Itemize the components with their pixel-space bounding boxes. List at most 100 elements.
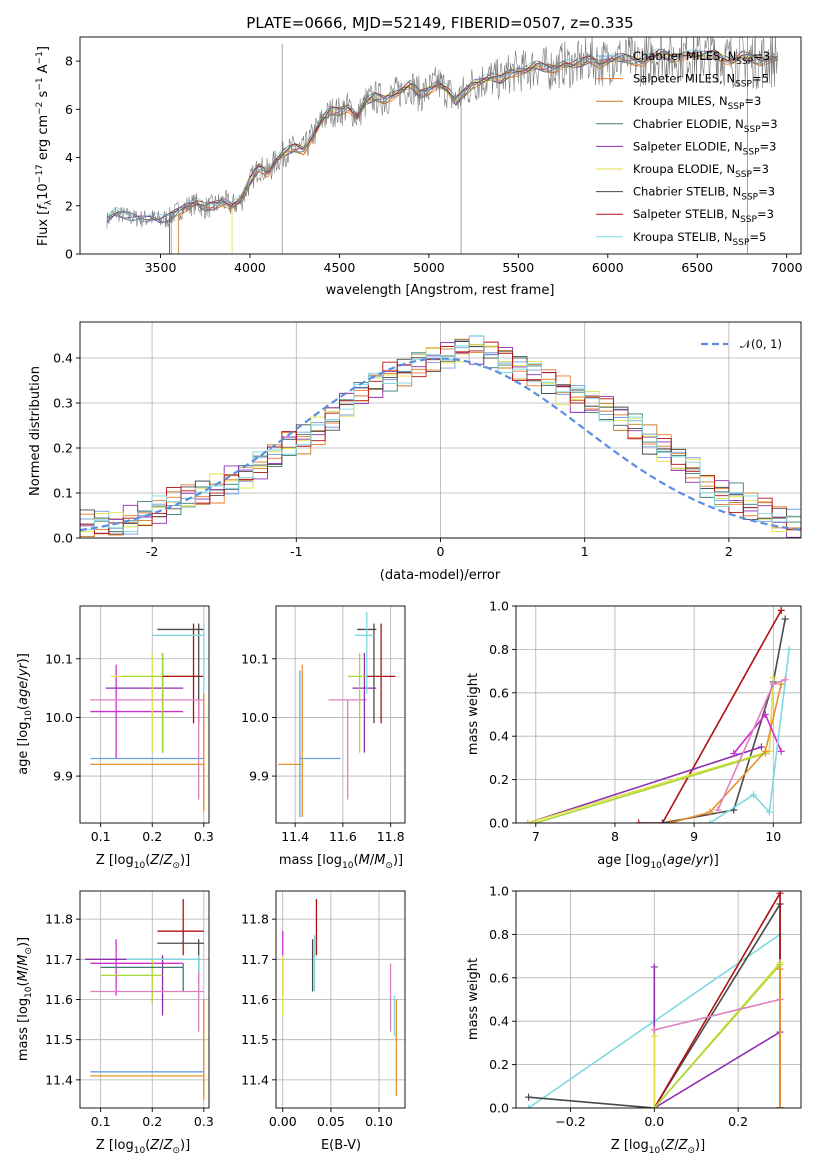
series-marker [769, 680, 777, 688]
x-tick-label: 5500 [502, 260, 534, 275]
y-tick-label: 0.6 [489, 685, 509, 700]
series-line [527, 746, 762, 823]
series-marker [777, 747, 785, 755]
series-marker [730, 750, 738, 758]
axes-frame [79, 605, 210, 824]
y-tick-label: 0.0 [53, 531, 73, 546]
gaussian-curve [80, 357, 801, 532]
histogram-step [80, 335, 801, 538]
y-tick-label: 11.4 [241, 1072, 269, 1087]
x-axis-label: Z [log10(Z/Z⊙)] [96, 1138, 190, 1156]
legend-label: Salpeter MILES, NSSP=5 [633, 72, 769, 90]
legend-label: Kroupa ELODIE, NSSP=3 [633, 162, 769, 180]
series-marker [776, 965, 784, 973]
plot-area [106, 37, 778, 254]
axes-frame [515, 605, 802, 824]
y-tick-label: 0.8 [489, 642, 509, 657]
plot-massweight-vs-Z: −0.2 0.0 0.2 0.0 0.2 0.4 0.6 0.8 1.0 [489, 884, 802, 1129]
series-marker [650, 1026, 658, 1034]
series-marker [765, 808, 773, 816]
legend-label: Kroupa STELIB, NSSP=5 [633, 230, 766, 248]
series-marker [525, 1093, 533, 1101]
y-tick-label: 11.5 [241, 1032, 269, 1047]
series-line [709, 649, 790, 823]
y-tick-label: 0.0 [489, 1101, 509, 1116]
plot-mass-vs-Z: 0.1 0.2 0.3 11.4 11.5 11.6 11.7 11.8 [45, 890, 214, 1129]
y-tick-label: 0 [65, 247, 73, 262]
y-tick-label: 0.2 [489, 1057, 509, 1072]
y-axis-label: Normed distribution [28, 366, 43, 496]
series-marker [777, 606, 785, 614]
x-tick-label: 7 [532, 829, 540, 844]
x-tick-label: 0.05 [317, 1114, 345, 1129]
series-marker [776, 891, 784, 897]
y-tick-label: 6 [65, 102, 73, 117]
x-tick-label: 0.3 [194, 829, 214, 844]
x-tick-label: 0.0 [644, 1114, 664, 1129]
series-line [654, 998, 781, 1108]
series-marker [532, 819, 540, 823]
series-marker [776, 1104, 784, 1108]
y-tick-label: 11.6 [241, 992, 269, 1007]
y-tick-label: 11.8 [45, 912, 73, 927]
y-tick-label: 11.5 [45, 1032, 73, 1047]
y-tick-label: 11.8 [241, 912, 269, 927]
series-marker [650, 963, 658, 971]
y-tick-label: 10.1 [241, 651, 269, 666]
x-axis-label: (data-model)/error [380, 568, 501, 583]
legend-label: Chabrier STELIB, NSSP=3 [633, 185, 775, 203]
series-marker [761, 711, 769, 718]
y-tick-label: 1.0 [489, 884, 509, 899]
x-tick-label: 2 [725, 544, 733, 559]
plot-area [524, 606, 793, 823]
x-axis-label: Z [log10(Z/Z⊙)] [611, 1138, 705, 1156]
y-tick-label: 0.2 [53, 441, 73, 456]
legend-label: Kroupa MILES, NSSP=3 [633, 94, 761, 112]
x-tick-label: 4500 [324, 260, 356, 275]
y-tick-label: 11.4 [45, 1072, 73, 1087]
x-tick-label: 6000 [592, 260, 624, 275]
x-tick-label: 0.1 [91, 829, 111, 844]
series-marker [757, 743, 765, 751]
x-axis-label: wavelength [Angstrom, rest frame] [326, 283, 555, 298]
histogram-step [80, 341, 801, 538]
plot-area [278, 611, 396, 818]
y-tick-label: 8 [65, 54, 73, 69]
series-marker [650, 1104, 658, 1108]
y-tick-label: 11.7 [45, 952, 73, 967]
series-marker [769, 674, 777, 682]
x-axis-label: mass [log10(M/M⊙)] [279, 853, 403, 871]
axes-frame [79, 36, 802, 255]
plot-age-vs-mass: 11.4 11.6 11.8 9.9 10.0 10.1 [241, 605, 406, 844]
y-tick-label: 0.4 [489, 729, 509, 744]
y-axis-label: Flux [fλ10−17 erg cm−2 s−1 A−1] [35, 46, 54, 246]
series-marker [761, 747, 769, 755]
y-tick-label: 0.6 [489, 970, 509, 985]
series-marker [750, 791, 757, 799]
series-marker [706, 808, 714, 816]
x-tick-label: 0.2 [142, 829, 162, 844]
y-tick-label: 9.9 [249, 769, 269, 784]
axes-frame [275, 605, 406, 824]
y-axis-label: mass weight [466, 673, 481, 755]
y-tick-label: 0.4 [53, 351, 73, 366]
series-line [535, 752, 766, 823]
x-axis-label: age [log10(age/yr)] [597, 853, 719, 871]
y-tick-label: 10.0 [45, 710, 73, 725]
y-tick-label: 10.1 [45, 651, 73, 666]
series-marker [666, 819, 674, 823]
x-tick-label: 11.6 [329, 829, 357, 844]
plot-age-vs-Z: 0.1 0.2 0.3 9.9 10.0 10.1 [45, 605, 214, 844]
series-marker [706, 819, 714, 823]
y-axis-label: mass [log10(M/M⊙)] [16, 937, 34, 1061]
legend-label: Salpeter ELODIE, NSSP=3 [633, 139, 776, 157]
x-tick-label: -1 [290, 544, 302, 559]
plot-area [90, 623, 205, 812]
legend-label: 𝒩(0, 1) [740, 337, 782, 351]
observed-spectrum-line [106, 37, 778, 229]
x-tick-label: 0.10 [365, 1114, 393, 1129]
x-tick-label: 7000 [771, 260, 803, 275]
plot-area [282, 899, 397, 1096]
series-line [717, 679, 786, 811]
x-axis-label: Z [log10(Z/Z⊙)] [96, 853, 190, 871]
